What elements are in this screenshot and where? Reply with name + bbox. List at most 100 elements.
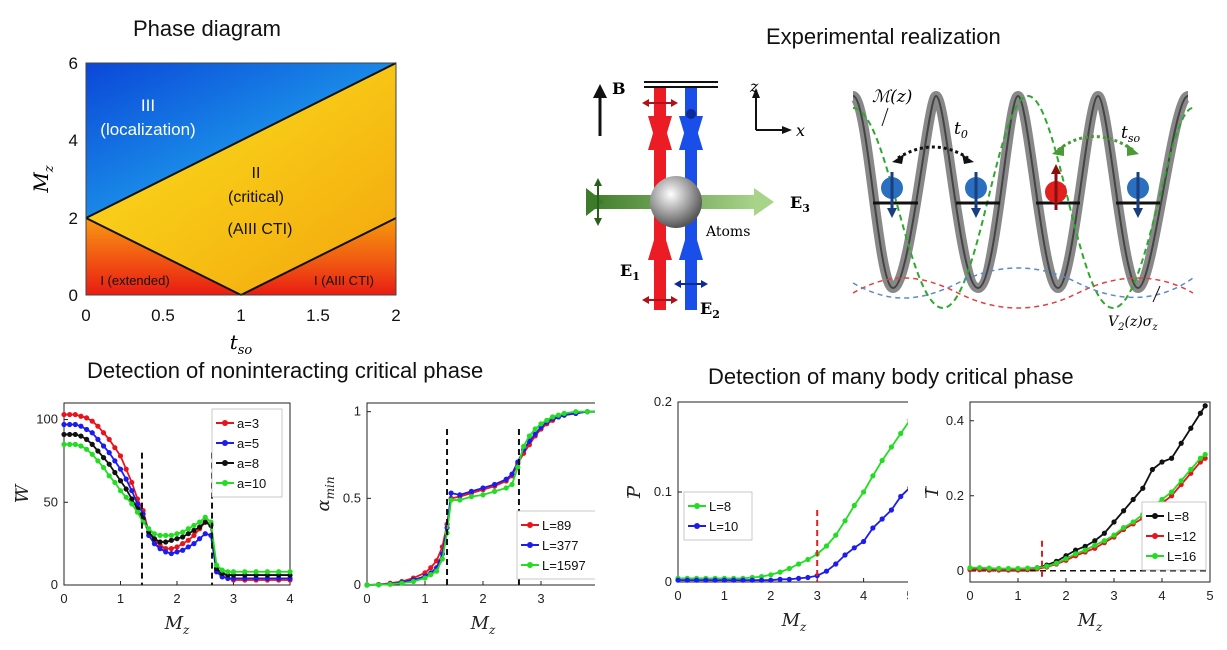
data-point-a=5 xyxy=(185,544,191,550)
M-z-label: ℳ(z) xyxy=(872,87,912,107)
data-point-L=12 xyxy=(1202,455,1208,461)
data-point-a=8 xyxy=(61,431,67,438)
data-point-a=5 xyxy=(123,476,129,482)
data-point-a=3 xyxy=(67,411,73,418)
data-point-L=1597 xyxy=(376,582,382,588)
data-point-L=8 xyxy=(777,569,783,575)
x-axis-label-sub: z xyxy=(488,623,496,635)
data-point-L=8 xyxy=(833,532,839,538)
data-point-L=1597 xyxy=(480,492,486,498)
data-point-a=10 xyxy=(219,567,225,573)
E3-label: E3 xyxy=(790,193,810,215)
data-point-a=10 xyxy=(174,531,180,537)
x-axis-label-main: M xyxy=(781,610,801,631)
data-point-a=5 xyxy=(84,426,90,433)
legend-label: a=10 xyxy=(237,476,266,491)
data-point-L=10 xyxy=(907,485,908,490)
x-tick-label: 3 xyxy=(230,591,237,606)
data-point-L=8 xyxy=(768,572,774,578)
data-point-L=8 xyxy=(1159,459,1165,465)
y-tick-label: 50 xyxy=(44,494,58,509)
x-tick-label: 0 xyxy=(674,588,681,603)
data-point-a=10 xyxy=(129,501,135,507)
data-point-a=5 xyxy=(61,421,67,428)
data-point-L=16 xyxy=(1025,565,1031,571)
x-tick-label: 1 xyxy=(1014,588,1021,603)
data-point-a=5 xyxy=(95,436,101,442)
data-point-L=10 xyxy=(703,577,709,583)
data-point-L=16 xyxy=(1044,563,1050,569)
data-point-L=1597 xyxy=(492,488,498,494)
x-axis-label-sub: z xyxy=(182,623,190,635)
data-point-L=8 xyxy=(1140,485,1146,491)
data-point-a=10 xyxy=(180,529,186,535)
data-point-L=10 xyxy=(870,525,876,531)
data-point-L=8 xyxy=(861,489,867,495)
data-point-L=10 xyxy=(796,575,802,581)
data-point-a=10 xyxy=(287,569,293,575)
data-point-a=8 xyxy=(191,527,197,533)
data-point-a=8 xyxy=(95,448,101,454)
phase-x-ticks: 0 0.5 1 1.5 2 xyxy=(81,306,400,325)
data-point-L=10 xyxy=(675,577,681,583)
data-point-a=8 xyxy=(174,536,180,542)
E2-label: E2 xyxy=(700,299,720,321)
data-point-a=10 xyxy=(213,562,220,568)
phase-ytick: 4 xyxy=(69,131,78,150)
chart-I: 0 1 2 3 4 5 0 0.2 0.4 L=8 L=12 L=16 Mz I xyxy=(922,401,1214,634)
phase-xtick: 0.5 xyxy=(151,306,175,325)
atoms-label: Atoms xyxy=(705,224,750,240)
data-point-L=8 xyxy=(758,574,765,580)
boundary-right xyxy=(240,217,397,296)
data-point-L=8 xyxy=(1178,440,1184,446)
y-axis-label: I xyxy=(922,488,943,497)
region-I-extended-label: I (extended) xyxy=(100,273,169,288)
data-point-L=16 xyxy=(1178,478,1184,484)
x-tick-label: 5 xyxy=(906,588,908,603)
data-point-L=16 xyxy=(1197,455,1203,461)
data-point-L=8 xyxy=(1149,466,1155,473)
x-axis-label: Mz xyxy=(470,613,496,635)
legend-label: L=377 xyxy=(542,538,579,553)
x-tick-label: 1 xyxy=(117,591,124,606)
y-axis-label-sub: min xyxy=(323,476,337,499)
data-point-a=3 xyxy=(89,418,95,424)
x-tick-label: 4 xyxy=(1158,588,1165,603)
y-axis-label: P xyxy=(624,485,645,499)
phase-y-axis-label: Mz xyxy=(29,165,57,193)
data-point-L=10 xyxy=(805,574,811,581)
data-point-a=10 xyxy=(230,569,237,575)
data-point-L=10 xyxy=(712,577,718,583)
data-point-L=16 xyxy=(986,565,992,571)
data-point-L=16 xyxy=(977,565,983,571)
data-point-a=3 xyxy=(112,445,118,451)
x-tick-label: 3 xyxy=(1110,588,1117,603)
x-tick-label: 1 xyxy=(721,588,728,603)
data-point-a=10 xyxy=(202,514,208,520)
data-point-L=1597 xyxy=(555,412,561,418)
y-axis-label-main: W xyxy=(12,483,33,503)
data-point-L=10 xyxy=(823,568,830,574)
data-point-L=10 xyxy=(888,507,895,513)
data-point-a=3 xyxy=(95,423,101,429)
legend-marker xyxy=(222,440,228,446)
legend-label: a=8 xyxy=(237,456,259,471)
phase-xtick: 1 xyxy=(236,306,245,325)
data-point-L=377 xyxy=(448,490,454,496)
legend-marker xyxy=(694,503,700,509)
phase-xtick: 2 xyxy=(391,306,400,325)
data-point-a=8 xyxy=(112,469,118,476)
data-point-a=3 xyxy=(100,430,107,436)
phase-diagram-title: Phase diagram xyxy=(133,16,281,41)
spin-down-2 xyxy=(965,172,987,218)
x-tick-label: 3 xyxy=(814,588,821,603)
data-point-L=16 xyxy=(1082,547,1088,553)
legend-marker xyxy=(1152,553,1158,559)
data-point-a=10 xyxy=(72,441,78,447)
data-point-a=10 xyxy=(100,464,107,471)
data-point-L=1597 xyxy=(410,578,416,585)
atoms-sphere xyxy=(650,176,702,228)
data-point-L=8 xyxy=(786,565,792,572)
data-point-a=5 xyxy=(100,443,107,449)
x-axis-label: Mz xyxy=(781,610,807,634)
